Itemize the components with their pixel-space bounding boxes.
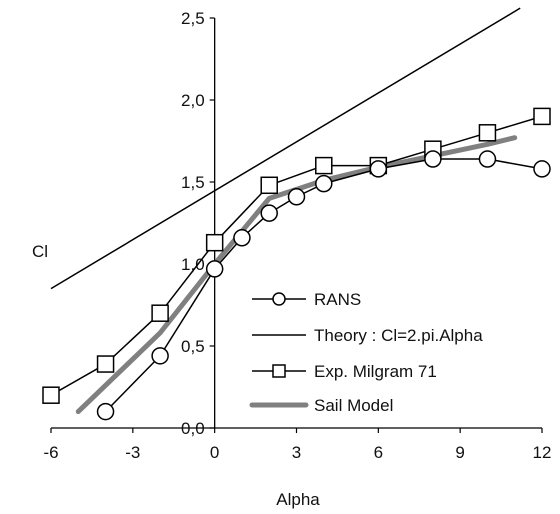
circle-marker bbox=[315, 174, 333, 193]
axes: 0,0 0,5 1,0 1,5 2,0 2,5 -6 -3 0 3 6 9 12 bbox=[43, 9, 551, 462]
square-marker bbox=[42, 386, 60, 404]
y-tick-label: 0,5 bbox=[181, 337, 205, 356]
y-tick-label: 1,5 bbox=[181, 173, 205, 192]
legend-label: Exp. Milgram 71 bbox=[314, 362, 437, 381]
x-tick-label: 12 bbox=[533, 443, 552, 462]
legend-label: RANS bbox=[314, 290, 361, 309]
legend-label: Sail Model bbox=[314, 396, 393, 415]
legend-marker bbox=[272, 292, 286, 306]
x-tick-label: -3 bbox=[125, 443, 140, 462]
x-tick-label: 9 bbox=[455, 443, 464, 462]
circle-marker bbox=[205, 260, 224, 278]
circle-marker bbox=[287, 188, 306, 206]
y-tick-label: 0,0 bbox=[181, 419, 205, 438]
plot-area bbox=[42, 7, 551, 421]
circle-marker bbox=[478, 150, 497, 168]
x-tick-label: -6 bbox=[43, 443, 58, 462]
legend-label: Theory : Cl=2.pi.Alpha bbox=[314, 326, 483, 345]
circle-marker bbox=[151, 347, 169, 365]
square-marker bbox=[315, 156, 333, 175]
y-tick-label: 1,0 bbox=[181, 255, 205, 274]
square-marker bbox=[96, 355, 115, 373]
square-marker bbox=[478, 124, 497, 142]
square-marker bbox=[260, 176, 278, 195]
y-axis-label: Cl bbox=[32, 242, 48, 261]
legend-marker bbox=[272, 364, 286, 378]
x-tick-label: 0 bbox=[210, 443, 219, 462]
circle-marker bbox=[424, 150, 442, 168]
circle-marker bbox=[260, 204, 278, 222]
series-line bbox=[50, 115, 543, 396]
circle-marker bbox=[533, 160, 551, 178]
square-marker bbox=[205, 233, 224, 252]
x-axis-label: Alpha bbox=[276, 490, 320, 509]
y-tick-label: 2,0 bbox=[181, 91, 205, 110]
circle-marker bbox=[96, 402, 115, 421]
y-tick-label: 2,5 bbox=[181, 9, 205, 28]
circle-marker bbox=[233, 229, 251, 247]
square-marker bbox=[151, 304, 169, 322]
square-marker bbox=[533, 107, 551, 126]
series-line bbox=[50, 7, 521, 290]
legend: RANS Theory : Cl=2.pi.Alpha Exp. Milgram 7… bbox=[249, 290, 483, 415]
circle-marker bbox=[369, 160, 388, 178]
x-tick-label: 3 bbox=[292, 443, 301, 462]
x-tick-label: 6 bbox=[374, 443, 383, 462]
